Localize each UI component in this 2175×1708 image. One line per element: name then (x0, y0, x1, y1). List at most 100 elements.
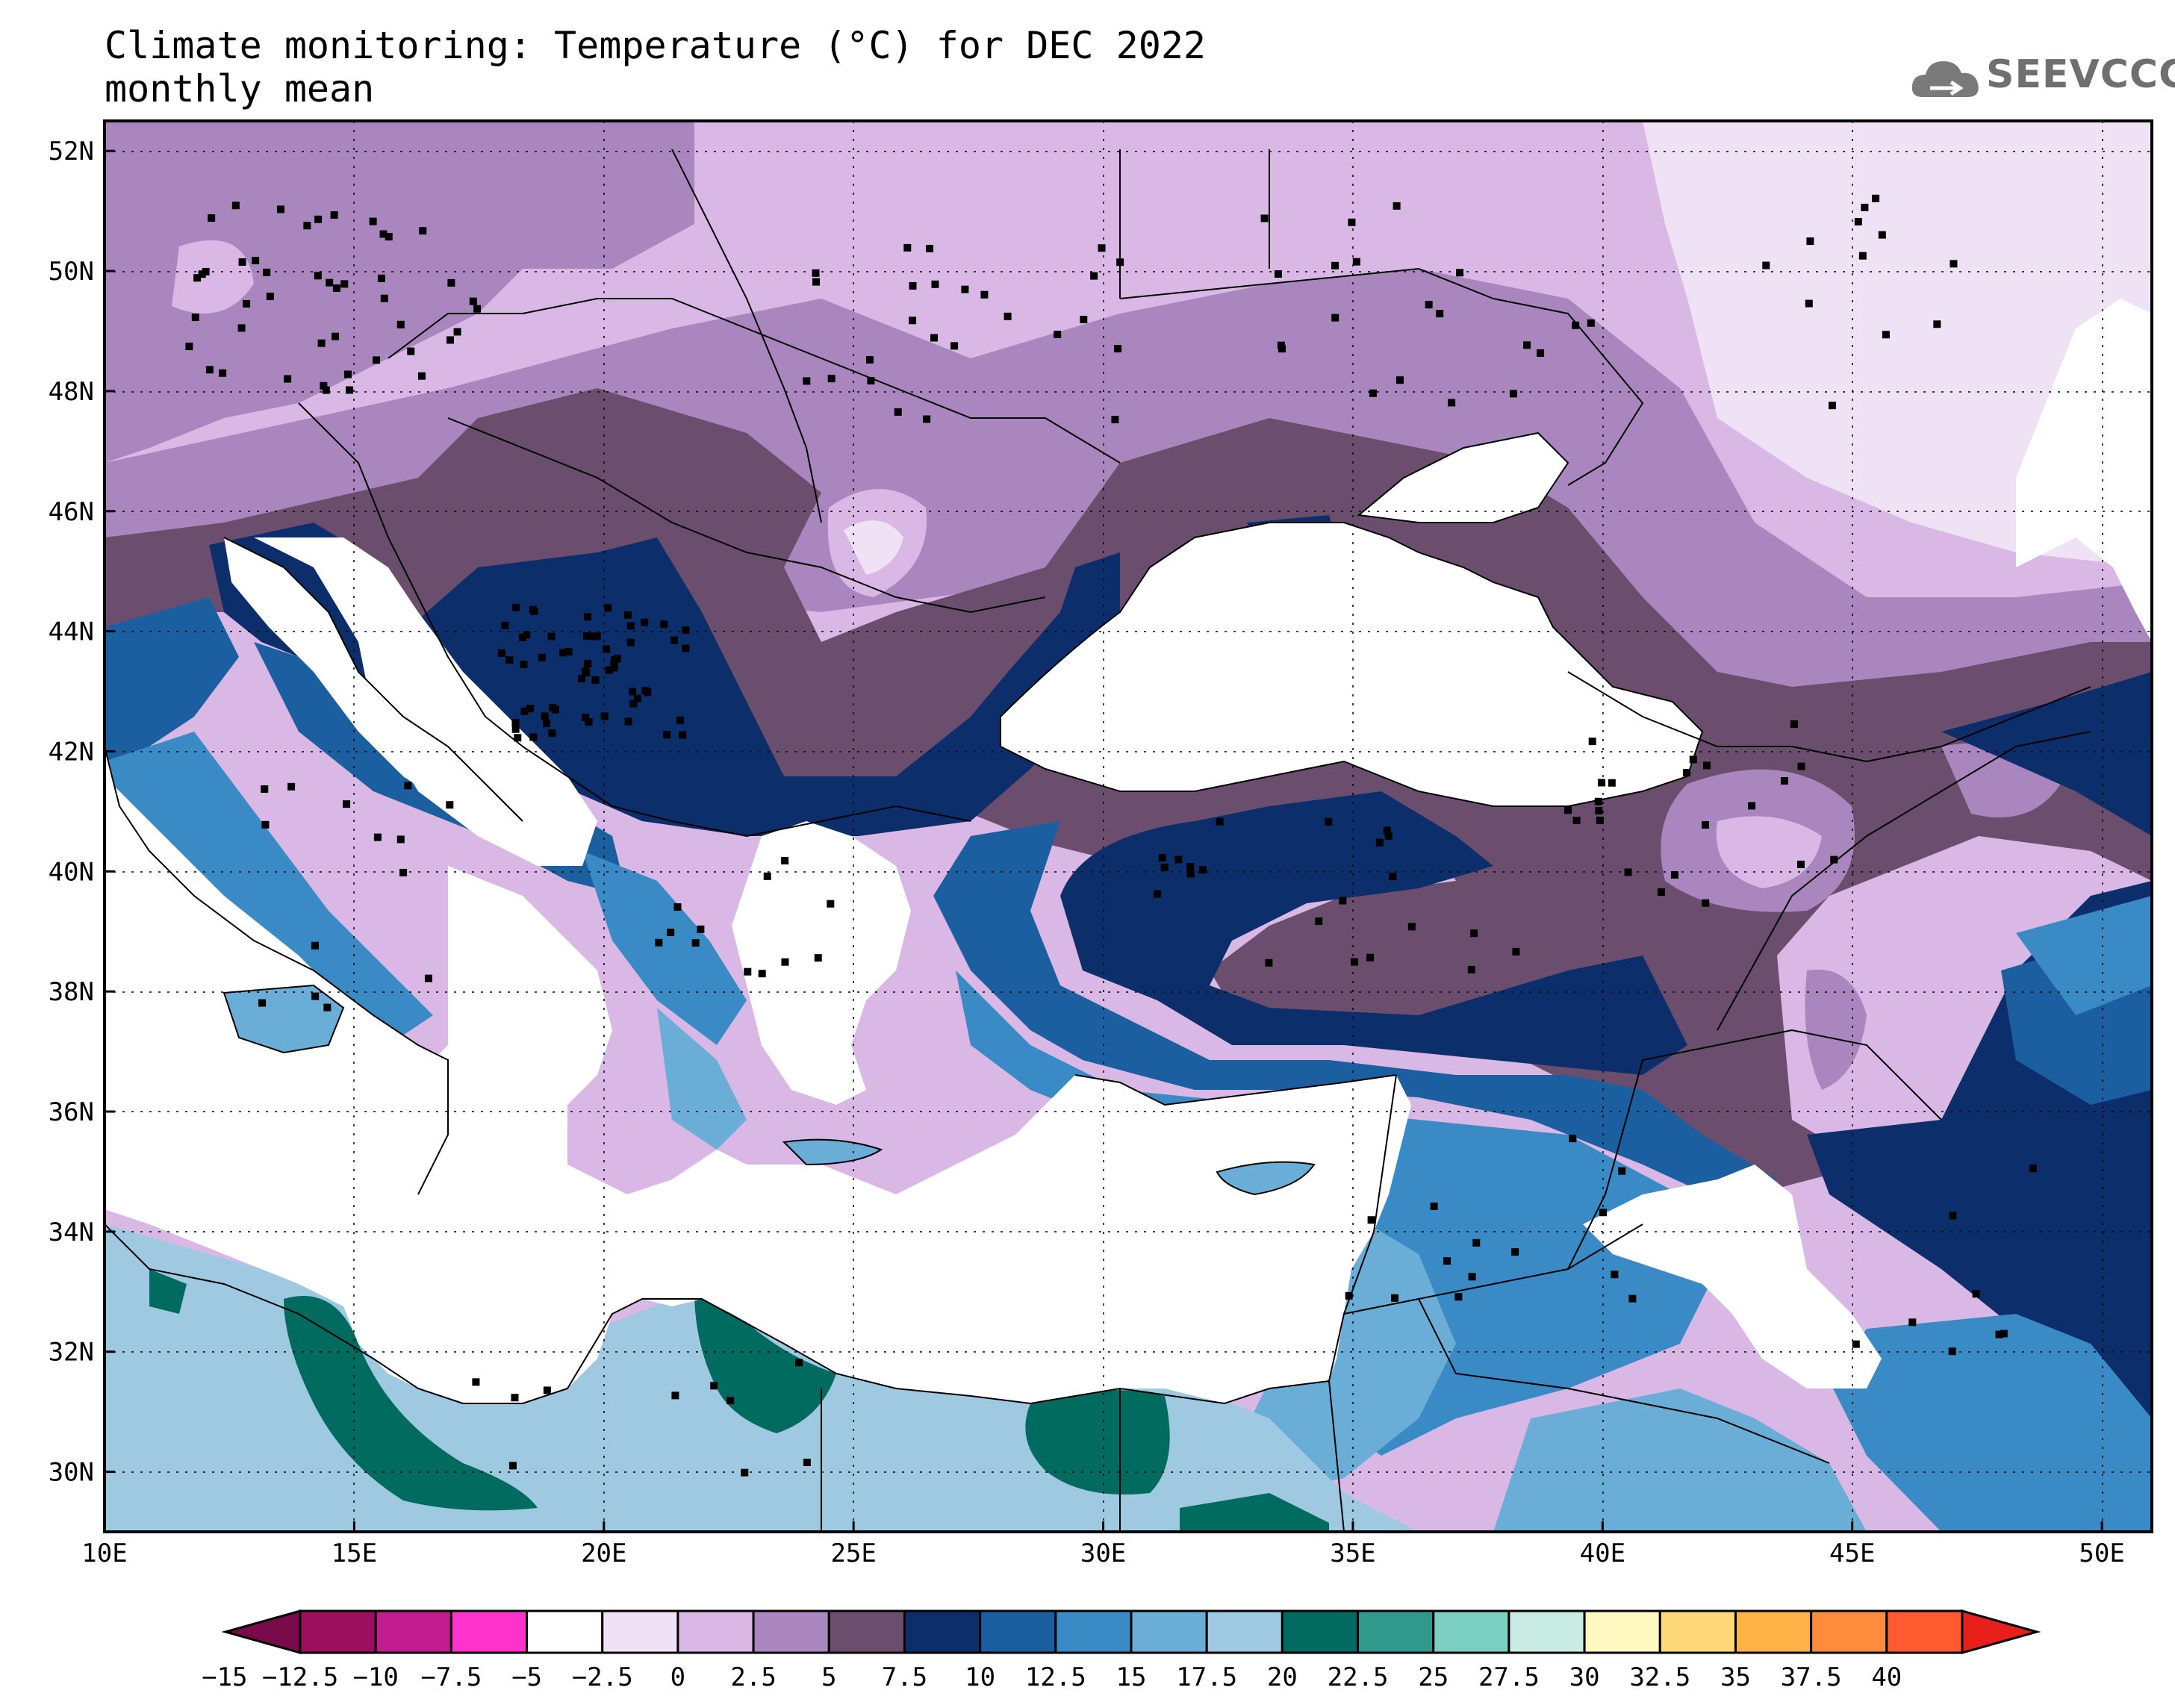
station-marker (682, 626, 690, 635)
station-marker (670, 636, 679, 644)
colorbar-low-arrow (221, 1609, 302, 1654)
station-marker (613, 655, 621, 663)
station-marker (641, 687, 650, 695)
station-marker (1569, 1135, 1577, 1143)
station-marker (1393, 202, 1401, 210)
station-marker (380, 294, 388, 302)
station-marker (497, 649, 505, 657)
station-marker (682, 644, 690, 652)
station-marker (1790, 720, 1798, 729)
station-marker (343, 370, 352, 378)
y-tick-label: 48N (49, 377, 94, 407)
station-marker (529, 733, 538, 741)
station-marker (667, 928, 675, 936)
colorbar-swatch (1734, 1609, 1813, 1654)
colorbar-swatch (601, 1609, 679, 1654)
station-marker (1587, 319, 1595, 327)
station-marker (1395, 376, 1404, 384)
station-marker (1114, 345, 1122, 353)
station-marker (671, 1391, 679, 1400)
station-marker (314, 215, 323, 223)
station-marker (1367, 1216, 1375, 1224)
station-marker (803, 377, 811, 385)
station-marker (1572, 817, 1581, 825)
station-marker (624, 717, 632, 726)
colorbar-label: 10 (965, 1662, 995, 1692)
colorbar: −15 −12.5 −10 −7.5 −5 −2.5 0 2.5 5 7.5 10 12.5 15 17.… (202, 1609, 2041, 1692)
station-marker (1277, 341, 1285, 349)
station-marker (758, 970, 766, 978)
station-marker (600, 712, 609, 720)
station-marker (1160, 863, 1169, 871)
colorbar-label: 35 (1720, 1662, 1751, 1692)
colorbar-label: 27.5 (1478, 1662, 1540, 1692)
colorbar-label: 17.5 (1176, 1662, 1237, 1692)
station-marker (379, 230, 388, 238)
station-marker (317, 339, 326, 347)
station-marker (243, 299, 251, 308)
station-marker (1806, 237, 1814, 246)
station-marker (1348, 218, 1356, 226)
station-marker (1702, 820, 1710, 829)
title-line-1: Climate monitoring: Temperature (°C) for… (105, 24, 1207, 67)
colorbar-swatch (1658, 1609, 1737, 1654)
station-marker (1805, 299, 1813, 308)
colorbar-swatch (374, 1609, 452, 1654)
station-marker (2000, 1330, 2008, 1338)
station-marker (252, 257, 260, 265)
station-marker (610, 660, 618, 668)
station-marker (1351, 958, 1359, 966)
station-marker (1949, 1212, 1957, 1220)
station-marker (1572, 321, 1580, 329)
station-marker (1369, 389, 1377, 397)
station-marker (903, 243, 912, 252)
station-marker (1509, 390, 1517, 398)
station-marker (1436, 310, 1444, 318)
station-marker (1878, 231, 1886, 239)
station-marker (198, 270, 206, 278)
station-marker (1443, 1257, 1451, 1265)
station-marker (208, 214, 216, 222)
station-marker (520, 660, 528, 668)
station-marker (399, 868, 408, 876)
station-marker (314, 272, 322, 280)
colorbar-high-arrow (1961, 1609, 2041, 1654)
colorbar-label: 25 (1418, 1662, 1449, 1692)
station-marker (231, 202, 240, 210)
station-marker (523, 631, 531, 639)
station-marker (1511, 1248, 1519, 1256)
station-marker (330, 211, 338, 219)
station-marker (311, 992, 320, 1000)
station-marker (505, 656, 514, 664)
station-marker (578, 675, 586, 683)
station-marker (1331, 261, 1339, 269)
station-marker (633, 694, 641, 702)
colorbar-swatch (752, 1609, 830, 1654)
station-marker (1872, 194, 1880, 202)
station-marker (1797, 860, 1805, 868)
station-marker (407, 347, 415, 355)
station-marker (237, 324, 246, 332)
station-marker (1366, 953, 1375, 961)
station-marker (781, 958, 789, 966)
station-marker (373, 356, 381, 364)
station-marker (1780, 776, 1788, 785)
y-tick-label: 46N (49, 497, 94, 527)
station-marker (1908, 1318, 1917, 1327)
colorbar-label: −12.5 (262, 1662, 338, 1692)
colorbar-label: 32.5 (1629, 1662, 1690, 1692)
station-marker (1260, 214, 1269, 222)
station-marker (741, 1468, 749, 1477)
station-marker (346, 386, 354, 394)
station-marker (1608, 779, 1616, 787)
station-marker (1265, 959, 1273, 967)
station-marker (1199, 866, 1207, 874)
colorbar-swatch (903, 1609, 982, 1654)
y-tick-label: 44N (49, 617, 94, 647)
colorbar-swatch (676, 1609, 755, 1654)
station-marker (1430, 1202, 1438, 1210)
colorbar-label: −15 (202, 1662, 247, 1692)
station-marker (1618, 1167, 1626, 1175)
station-marker (1391, 1294, 1399, 1302)
